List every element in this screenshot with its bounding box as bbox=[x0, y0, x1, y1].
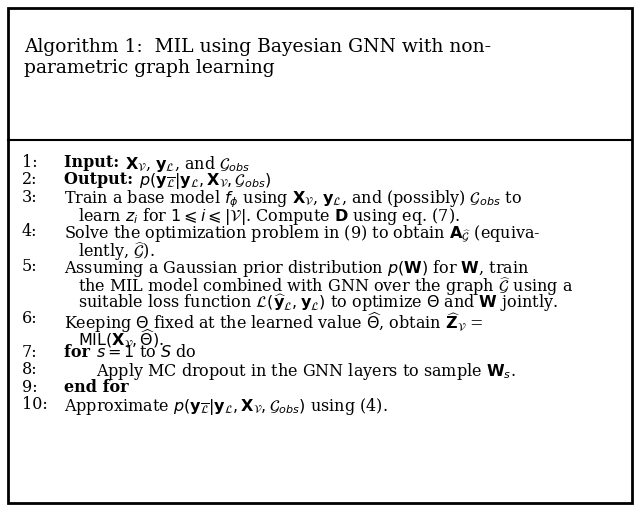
Text: Assuming a Gaussian prior distribution $p(\mathbf{W})$ for $\mathbf{W}$, train: Assuming a Gaussian prior distribution $… bbox=[64, 258, 529, 278]
Text: 10:: 10: bbox=[22, 396, 48, 413]
Text: 3:: 3: bbox=[22, 189, 38, 205]
Text: parametric graph learning: parametric graph learning bbox=[24, 59, 275, 77]
Text: Train a base model $f_{\phi}$ using $\mathbf{X}_{\mathcal{V}}$, $\mathbf{y}_{\ma: Train a base model $f_{\phi}$ using $\ma… bbox=[64, 189, 522, 210]
Text: 5:: 5: bbox=[22, 258, 38, 275]
Text: $\mathrm{MIL}(\mathbf{X}_{\mathcal{V}}, \widehat{\Theta})$.: $\mathrm{MIL}(\mathbf{X}_{\mathcal{V}}, … bbox=[78, 327, 164, 350]
Text: 1:: 1: bbox=[22, 154, 38, 171]
Text: $p(\mathbf{y}_{\overline{\mathcal{L}}}|\mathbf{y}_{\mathcal{L}}, \mathbf{X}_{\ma: $p(\mathbf{y}_{\overline{\mathcal{L}}}|\… bbox=[139, 171, 271, 191]
Text: Solve the optimization problem in (9) to obtain $\mathbf{A}_{\widehat{\mathcal{G: Solve the optimization problem in (9) to… bbox=[64, 223, 541, 245]
Text: 6:: 6: bbox=[22, 310, 38, 327]
Text: 4:: 4: bbox=[22, 223, 38, 240]
Text: end for: end for bbox=[64, 379, 129, 396]
Text: the MIL model combined with GNN over the graph $\widehat{\mathcal{G}}$ using a: the MIL model combined with GNN over the… bbox=[78, 275, 573, 298]
Text: lently, $\widehat{\mathcal{G}}$).: lently, $\widehat{\mathcal{G}}$). bbox=[78, 240, 155, 263]
Text: 7:: 7: bbox=[22, 344, 38, 361]
Text: Keeping $\Theta$ fixed at the learned value $\widehat{\Theta}$, obtain $\widehat: Keeping $\Theta$ fixed at the learned va… bbox=[64, 310, 483, 335]
Text: Input:: Input: bbox=[64, 154, 125, 171]
Text: Approximate $p(\mathbf{y}_{\overline{\mathcal{L}}}|\mathbf{y}_{\mathcal{L}}, \ma: Approximate $p(\mathbf{y}_{\overline{\ma… bbox=[64, 396, 388, 417]
Text: Output:: Output: bbox=[64, 171, 139, 188]
Text: 2:: 2: bbox=[22, 171, 38, 188]
Text: Algorithm 1:  MIL using Bayesian GNN with non-: Algorithm 1: MIL using Bayesian GNN with… bbox=[24, 38, 491, 56]
Text: suitable loss function $\mathcal{L}(\widehat{\mathbf{y}}_{\mathcal{L}}, \mathbf{: suitable loss function $\mathcal{L}(\wid… bbox=[78, 292, 558, 314]
Text: $\mathbf{X}_{\mathcal{V}}$, $\mathbf{y}_{\mathcal{L}}$, and $\mathcal{G}_{obs}$: $\mathbf{X}_{\mathcal{V}}$, $\mathbf{y}_… bbox=[125, 154, 250, 174]
Text: learn $\mathit{z}_i$ for $1 \leqslant i \leqslant |\mathcal{V}|$. Compute $\math: learn $\mathit{z}_i$ for $1 \leqslant i … bbox=[78, 206, 460, 227]
Text: for: for bbox=[64, 344, 95, 361]
Text: $s = 1$ to $S$ do: $s = 1$ to $S$ do bbox=[95, 344, 196, 361]
Text: Apply MC dropout in the GNN layers to sample $\mathbf{W}_s$.: Apply MC dropout in the GNN layers to sa… bbox=[96, 361, 516, 382]
Text: 9:: 9: bbox=[22, 379, 38, 396]
Text: 8:: 8: bbox=[22, 361, 38, 378]
